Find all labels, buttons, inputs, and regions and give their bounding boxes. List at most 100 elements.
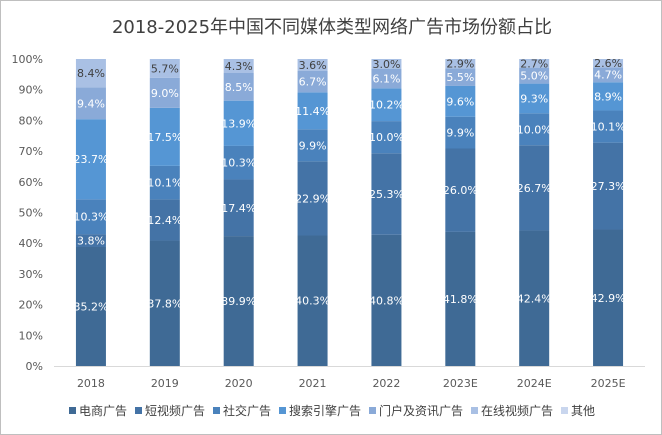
- legend-item: 社交广告: [212, 402, 271, 419]
- data-label: 40.3%: [295, 295, 330, 308]
- bar-segment: [75, 59, 106, 88]
- bar-segment: [297, 70, 328, 93]
- bar-segment: [371, 153, 402, 235]
- bar-segment: [371, 68, 402, 89]
- data-label: 4.3%: [225, 60, 253, 73]
- bar-segment: [75, 234, 106, 247]
- data-label: 10.1%: [591, 121, 626, 134]
- data-label: 8.4%: [77, 67, 105, 80]
- bar-segment: [297, 92, 328, 130]
- legend-swatch: [278, 407, 286, 414]
- y-tick-label: 20%: [19, 299, 43, 312]
- x-tick-label: 2019: [151, 377, 179, 390]
- bar-segment: [297, 129, 328, 162]
- data-label: 9.0%: [151, 87, 179, 100]
- data-label: 8.5%: [225, 81, 253, 94]
- data-label: 22.9%: [295, 192, 330, 205]
- y-tick-label: 0%: [26, 360, 43, 373]
- bar-segment: [593, 59, 624, 68]
- data-label: 41.8%: [443, 293, 478, 306]
- data-label: 4.7%: [594, 69, 622, 82]
- bar-segment: [519, 113, 550, 146]
- bar-segment: [297, 161, 328, 236]
- data-label: 3.0%: [372, 58, 400, 71]
- y-tick-label: 10%: [19, 329, 43, 342]
- bar-segment: [593, 67, 624, 83]
- legend-item: 门户及资讯广告: [369, 402, 463, 419]
- data-label: 17.5%: [147, 131, 182, 144]
- bar-segment: [149, 240, 180, 366]
- bar-segment: [519, 230, 550, 366]
- legend-label: 门户及资讯广告: [379, 404, 464, 418]
- data-label: 27.3%: [591, 180, 626, 193]
- y-tick-label: 50%: [19, 207, 43, 220]
- bar-segment: [593, 82, 624, 111]
- bar-segment: [371, 234, 402, 366]
- legend-label: 电商广告: [78, 404, 127, 418]
- bar-segment: [149, 107, 180, 166]
- legend-swatch: [212, 407, 220, 414]
- y-tick-label: 30%: [19, 268, 43, 281]
- legend-label: 搜索引擎广告: [288, 404, 361, 418]
- data-label: 17.4%: [221, 202, 256, 215]
- bar-segment: [223, 72, 254, 101]
- x-tick-label: 2021: [299, 377, 327, 390]
- legend-item: 短视频广告: [134, 402, 205, 419]
- x-tick-label: 2022: [372, 377, 400, 390]
- legend-item: 其他: [561, 402, 595, 419]
- bar-segment: [593, 229, 624, 366]
- data-label: 39.9%: [221, 295, 256, 308]
- y-tick-label: 40%: [19, 237, 43, 250]
- y-tick-label: 100%: [12, 53, 43, 66]
- y-tick-label: 70%: [19, 145, 43, 158]
- data-label: 5.5%: [446, 71, 474, 84]
- data-label: 10.3%: [221, 157, 256, 170]
- data-label: 2.6%: [594, 57, 622, 70]
- data-label: 26.0%: [443, 184, 478, 197]
- data-label: 26.7%: [517, 182, 552, 195]
- data-label: 10.3%: [73, 211, 108, 224]
- bar-segment: [519, 59, 550, 68]
- data-label: 37.8%: [147, 297, 182, 310]
- data-label: 9.9%: [299, 139, 327, 152]
- y-tick-label: 80%: [19, 114, 43, 127]
- bar-segment: [371, 88, 402, 122]
- bar-segment: [445, 231, 476, 366]
- legend-label: 社交广告: [222, 404, 271, 418]
- bar-segment: [223, 145, 254, 180]
- bar-segment: [593, 142, 624, 230]
- data-label: 10.0%: [517, 123, 552, 136]
- data-label: 5.0%: [520, 70, 548, 83]
- bar-segment: [223, 100, 254, 146]
- data-label: 5.7%: [151, 62, 179, 75]
- data-label: 42.9%: [591, 292, 626, 305]
- bar-segment: [223, 179, 254, 237]
- data-label: 6.1%: [372, 72, 400, 85]
- bar-segment: [297, 235, 328, 366]
- chart-title: 2018-2025年中国不同媒体类型网络广告市场份额占比: [111, 17, 553, 38]
- data-label: 11.4%: [295, 105, 330, 118]
- bar-segment: [75, 87, 106, 120]
- bar-segment: [445, 148, 476, 232]
- data-label: 3.6%: [299, 59, 327, 72]
- x-tick-label: 2024E: [517, 377, 552, 390]
- data-label: 10.1%: [147, 177, 182, 190]
- data-label: 10.2%: [369, 99, 404, 112]
- bar-segment: [297, 59, 328, 71]
- y-tick-label: 90%: [19, 84, 43, 97]
- data-label: 3.8%: [77, 235, 105, 248]
- legend: 电商广告 短视频广告 社交广告 搜索引擎广告 门户及资讯广告 在线视频广告 其他: [1, 402, 661, 419]
- legend-item: 在线视频广告: [471, 402, 553, 419]
- legend-swatch: [561, 407, 569, 414]
- data-label: 9.9%: [446, 127, 474, 140]
- data-label: 6.7%: [299, 76, 327, 89]
- bar-segment: [371, 121, 402, 154]
- legend-item: 电商广告: [68, 402, 127, 419]
- bar-segment: [445, 116, 476, 149]
- data-label: 9.4%: [77, 97, 105, 110]
- x-tick-label: 2018: [77, 377, 105, 390]
- bar-segment: [149, 199, 180, 241]
- legend-item: 搜索引擎广告: [278, 402, 361, 419]
- data-label: 25.3%: [369, 188, 404, 201]
